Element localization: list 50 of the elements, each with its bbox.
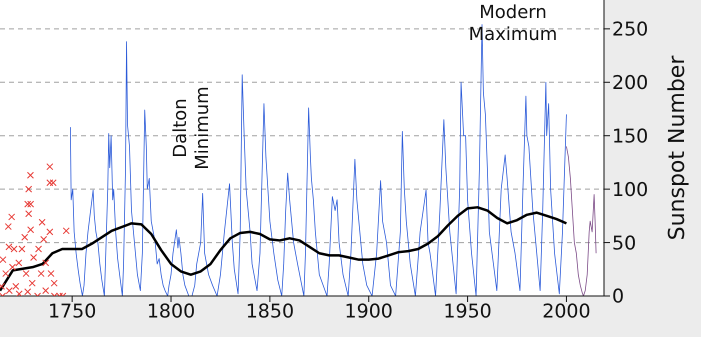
line-series	[0, 206, 568, 292]
point	[8, 264, 16, 271]
point	[38, 270, 45, 278]
point	[12, 282, 20, 290]
y-tick-label: 50	[612, 232, 636, 254]
point	[30, 254, 38, 262]
line-series	[566, 146, 596, 296]
x-tick-label: 2000	[542, 300, 591, 322]
y-tick-label: 100	[612, 178, 648, 201]
y-axis-title: Sunspot Number	[665, 54, 690, 240]
y-tick-label: 150	[612, 125, 648, 148]
x-tick-label: 1800	[146, 300, 196, 322]
point	[62, 227, 70, 234]
point	[4, 223, 12, 230]
point	[8, 213, 16, 220]
point	[15, 259, 22, 266]
point	[6, 287, 13, 294]
point	[48, 270, 55, 278]
point	[27, 200, 34, 208]
x-tick-label: 1850	[246, 300, 294, 322]
y-tick-label: 250	[612, 18, 648, 41]
point	[25, 186, 32, 193]
point	[38, 218, 46, 226]
point	[46, 228, 54, 236]
x-tick-label: 1900	[344, 300, 393, 322]
point	[16, 290, 23, 296]
point	[24, 200, 32, 208]
point	[24, 288, 32, 296]
x-tick-label: 1750	[48, 300, 96, 322]
point	[22, 270, 30, 278]
point	[25, 210, 32, 218]
point	[27, 226, 34, 234]
point	[40, 236, 48, 243]
point	[50, 280, 58, 287]
point	[2, 270, 10, 278]
point	[35, 245, 42, 252]
x-tick-label: 1950	[443, 300, 492, 322]
point	[26, 172, 34, 179]
annotation: Dalton Minimum	[170, 86, 213, 170]
line-series	[70, 24, 567, 296]
point	[46, 163, 54, 170]
point	[42, 259, 50, 266]
point	[0, 256, 6, 264]
point	[50, 179, 57, 186]
point	[42, 287, 50, 294]
y-tick-label: 200	[612, 72, 648, 94]
point	[46, 179, 54, 186]
point	[21, 234, 28, 241]
y-tick-label: 0	[612, 286, 624, 308]
point	[28, 280, 36, 287]
